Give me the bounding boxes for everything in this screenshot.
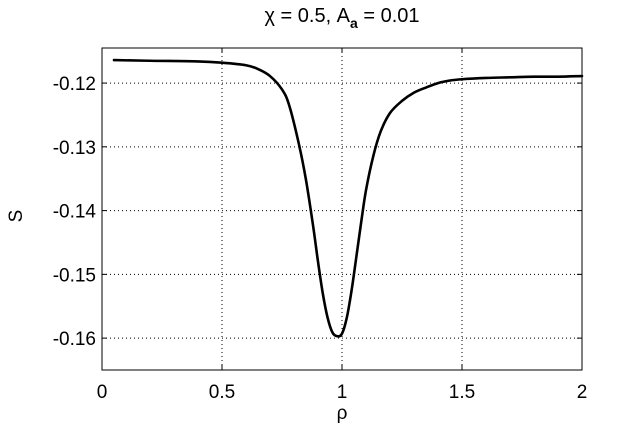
x-tick-label: 0 bbox=[97, 382, 108, 403]
y-tick-label: -0.12 bbox=[53, 74, 96, 95]
x-tick-label: 1.5 bbox=[449, 382, 475, 403]
y-tick-label: -0.15 bbox=[53, 265, 96, 286]
series-line bbox=[112, 58, 584, 338]
chart-title-suffix: = 0.01 bbox=[358, 5, 420, 27]
y-tick-label: -0.16 bbox=[53, 329, 96, 350]
y-axis-label: S bbox=[6, 210, 27, 223]
chart-title: χ = 0.5, Aa = 0.01 bbox=[264, 5, 419, 31]
x-tick-labels: 0 0.5 1 1.5 2 bbox=[97, 382, 588, 403]
x-axis-label: ρ bbox=[337, 403, 348, 424]
y-tick-labels: -0.12 -0.13 -0.14 -0.15 -0.16 bbox=[53, 74, 97, 350]
x-tick-label: 1 bbox=[337, 382, 348, 403]
x-tick-label: 0.5 bbox=[209, 382, 235, 403]
chart-title-subscript: a bbox=[350, 15, 358, 31]
y-tick-label: -0.14 bbox=[53, 202, 97, 223]
y-tick-label: -0.13 bbox=[53, 138, 96, 159]
chart-title-main: χ = 0.5, A bbox=[264, 5, 350, 27]
x-tick-label: 2 bbox=[577, 382, 588, 403]
axis-ticks bbox=[101, 48, 583, 370]
grid-lines bbox=[102, 48, 582, 370]
